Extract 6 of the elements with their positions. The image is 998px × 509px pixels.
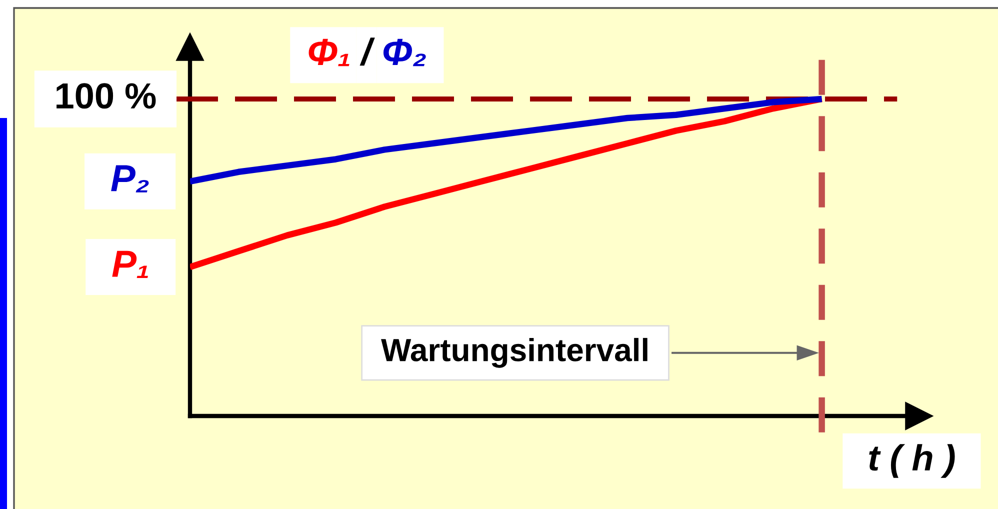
- series-label: P₂: [111, 165, 149, 192]
- annotation: Wartungsintervall: [381, 338, 648, 368]
- y-axis-title: Φ₁ / Φ₂: [308, 38, 426, 66]
- series-label: P₁: [112, 250, 148, 278]
- ref-line-label: 100 %: [56, 83, 156, 109]
- x-axis-title: t ( h ): [869, 444, 955, 478]
